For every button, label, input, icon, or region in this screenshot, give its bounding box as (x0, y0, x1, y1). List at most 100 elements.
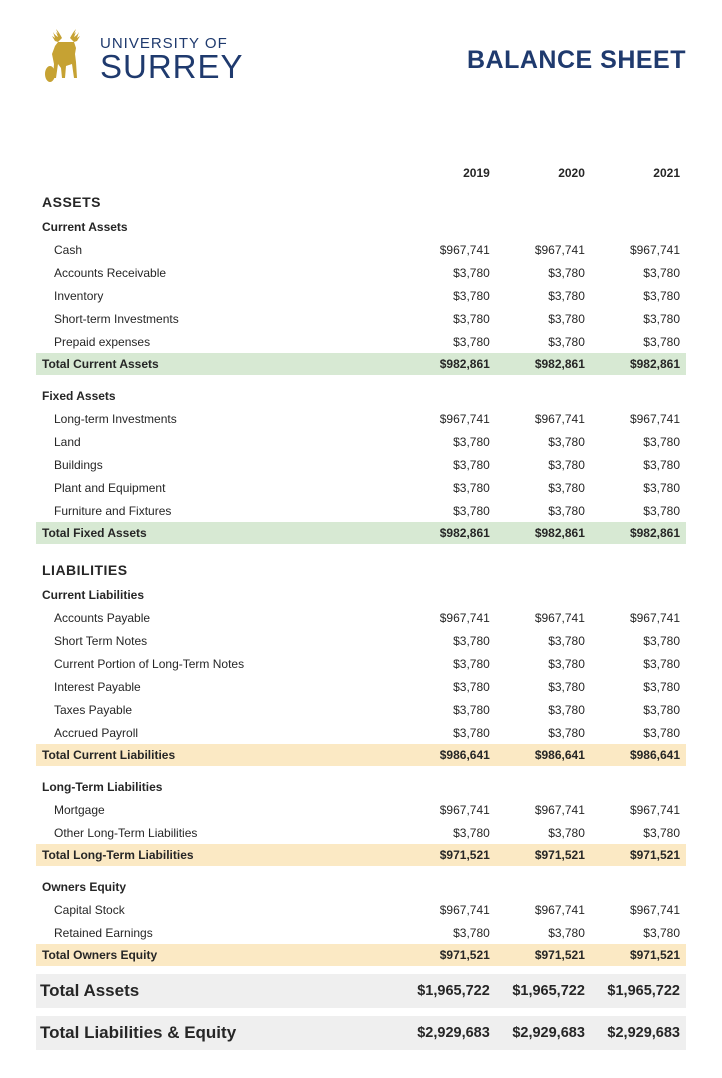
group-total: Total Fixed Assets$982,861$982,861$982,8… (36, 522, 686, 544)
cell-label: Current Liabilities (36, 582, 401, 606)
cell-value: $967,741 (496, 606, 591, 629)
cell-label: Prepaid expenses (36, 330, 401, 353)
cell-label: Mortgage (36, 798, 401, 821)
spacer-row (36, 966, 686, 974)
balance-sheet-table: 2019 2020 2021 ASSETSCurrent AssetsCash$… (36, 162, 686, 1050)
cell-label: Total Assets (36, 974, 401, 1008)
cell-value: $3,780 (496, 652, 591, 675)
cell-value: $982,861 (401, 353, 496, 375)
cell-label: Short Term Notes (36, 629, 401, 652)
cell-value: $2,929,683 (591, 1016, 686, 1050)
cell-label: Total Liabilities & Equity (36, 1016, 401, 1050)
cell-value: $1,965,722 (401, 974, 496, 1008)
cell-value: $3,780 (591, 652, 686, 675)
cell-label: Owners Equity (36, 874, 401, 898)
cell-value: $3,780 (401, 430, 496, 453)
cell-value: $967,741 (591, 898, 686, 921)
cell-value: $2,929,683 (401, 1016, 496, 1050)
year-header: 2020 (496, 162, 591, 184)
cell-label: ASSETS (36, 184, 401, 214)
cell-value: $3,780 (401, 921, 496, 944)
cell-label: Accounts Payable (36, 606, 401, 629)
cell-label: Land (36, 430, 401, 453)
cell-value (401, 552, 496, 582)
cell-label: Total Fixed Assets (36, 522, 401, 544)
org-name: UNIVERSITY OF SURREY (100, 37, 244, 83)
cell-value: $3,780 (496, 629, 591, 652)
cell-value: $3,780 (496, 499, 591, 522)
line-item: Capital Stock$967,741$967,741$967,741 (36, 898, 686, 921)
cell-value: $3,780 (401, 453, 496, 476)
cell-value: $3,780 (591, 453, 686, 476)
group-heading: Long-Term Liabilities (36, 774, 686, 798)
line-item: Plant and Equipment$3,780$3,780$3,780 (36, 476, 686, 499)
cell-value: $971,521 (401, 844, 496, 866)
cell-value: $3,780 (591, 499, 686, 522)
cell-value (401, 874, 496, 898)
page-header: UNIVERSITY OF SURREY BALANCE SHEET (36, 28, 686, 92)
cell-label: Cash (36, 238, 401, 261)
cell-label: Total Current Assets (36, 353, 401, 375)
cell-label: Plant and Equipment (36, 476, 401, 499)
cell-value: $986,641 (496, 744, 591, 766)
cell-value: $2,929,683 (496, 1016, 591, 1050)
cell-value (401, 774, 496, 798)
cell-value (591, 582, 686, 606)
cell-value: $3,780 (401, 261, 496, 284)
cell-value: $967,741 (401, 407, 496, 430)
grand-total: Total Liabilities & Equity$2,929,683$2,9… (36, 1016, 686, 1050)
cell-value: $967,741 (401, 898, 496, 921)
cell-value: $3,780 (591, 307, 686, 330)
cell-label: Current Portion of Long-Term Notes (36, 652, 401, 675)
line-item: Other Long-Term Liabilities$3,780$3,780$… (36, 821, 686, 844)
cell-label: Long-term Investments (36, 407, 401, 430)
cell-value: $3,780 (496, 261, 591, 284)
cell-value: $971,521 (401, 944, 496, 966)
group-heading: Fixed Assets (36, 383, 686, 407)
line-item: Retained Earnings$3,780$3,780$3,780 (36, 921, 686, 944)
cell-label: Interest Payable (36, 675, 401, 698)
cell-label: Current Assets (36, 214, 401, 238)
cell-value: $982,861 (496, 522, 591, 544)
group-total: Total Long-Term Liabilities$971,521$971,… (36, 844, 686, 866)
cell-value: $3,780 (591, 629, 686, 652)
cell-value (591, 874, 686, 898)
cell-value: $3,780 (591, 430, 686, 453)
cell-value: $971,521 (496, 844, 591, 866)
line-item: Inventory$3,780$3,780$3,780 (36, 284, 686, 307)
cell-value (591, 383, 686, 407)
year-header: 2021 (591, 162, 686, 184)
cell-value: $3,780 (591, 476, 686, 499)
cell-label: Long-Term Liabilities (36, 774, 401, 798)
spacer-row (36, 766, 686, 774)
cell-label: Accounts Receivable (36, 261, 401, 284)
line-item: Interest Payable$3,780$3,780$3,780 (36, 675, 686, 698)
line-item: Cash$967,741$967,741$967,741 (36, 238, 686, 261)
cell-value: $967,741 (496, 238, 591, 261)
cell-value: $967,741 (496, 798, 591, 821)
page-title: BALANCE SHEET (467, 46, 686, 75)
org-name-line2: SURREY (100, 51, 244, 82)
cell-value: $986,641 (591, 744, 686, 766)
cell-value: $3,780 (591, 698, 686, 721)
cell-value: $3,780 (496, 307, 591, 330)
cell-label: Retained Earnings (36, 921, 401, 944)
cell-value: $3,780 (591, 330, 686, 353)
section-heading: LIABILITIES (36, 552, 686, 582)
cell-value: $3,780 (401, 675, 496, 698)
cell-value: $3,780 (401, 476, 496, 499)
cell-value: $3,780 (401, 629, 496, 652)
cell-value: $3,780 (401, 821, 496, 844)
group-heading: Owners Equity (36, 874, 686, 898)
cell-value: $967,741 (496, 407, 591, 430)
cell-value: $3,780 (591, 675, 686, 698)
cell-value: $3,780 (591, 721, 686, 744)
cell-value: $971,521 (591, 844, 686, 866)
line-item: Accounts Payable$967,741$967,741$967,741 (36, 606, 686, 629)
cell-value (496, 214, 591, 238)
cell-label: Total Long-Term Liabilities (36, 844, 401, 866)
cell-label: Other Long-Term Liabilities (36, 821, 401, 844)
cell-value: $3,780 (401, 307, 496, 330)
cell-value (496, 383, 591, 407)
group-total: Total Current Liabilities$986,641$986,64… (36, 744, 686, 766)
